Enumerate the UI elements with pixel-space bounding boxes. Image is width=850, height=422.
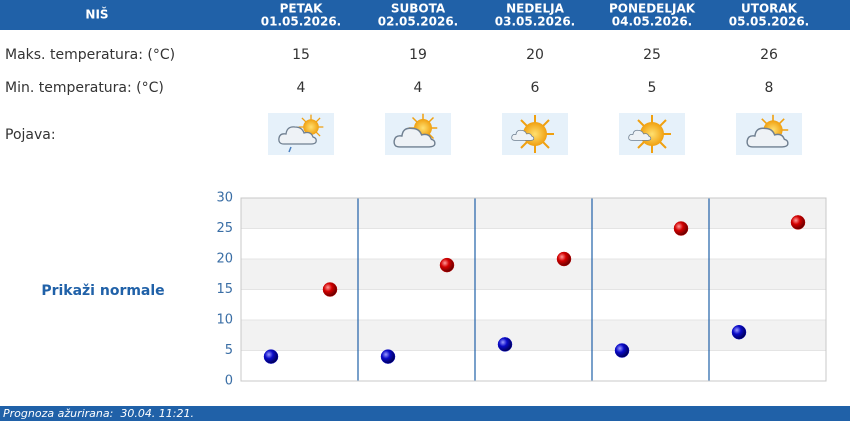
temperature: 4 <box>414 80 423 96</box>
y-tick-label: 25 <box>216 221 233 236</box>
day-name: SUBOTA <box>391 2 446 16</box>
temperature: 6 <box>531 80 540 96</box>
temperature: 26 <box>760 47 778 63</box>
temperature: 5 <box>648 80 657 96</box>
normals-link[interactable]: Prikaži normale <box>41 283 164 299</box>
day-date: 01.05.2026. <box>261 15 341 29</box>
row-label: Pojava: <box>5 127 56 143</box>
temperature: 25 <box>643 47 661 63</box>
weather-icons <box>268 113 802 155</box>
y-tick-label: 30 <box>216 191 233 206</box>
temperature-point <box>731 324 747 340</box>
temperature-point <box>497 337 513 352</box>
y-tick-label: 15 <box>216 282 233 297</box>
temperature-point <box>790 215 806 230</box>
day-date: 04.05.2026. <box>612 15 692 29</box>
temperature: 15 <box>292 47 310 63</box>
day-name: PETAK <box>280 2 324 16</box>
plot: 0 5 10 15 20 25 30 <box>216 191 827 389</box>
grid-band <box>241 320 826 351</box>
y-tick-label: 10 <box>216 313 233 328</box>
temperature-point <box>614 343 630 358</box>
day-name: NEDELJA <box>506 2 565 16</box>
plot-border <box>240 197 827 382</box>
footer-bar <box>0 406 850 421</box>
temperature-point <box>380 349 396 364</box>
row-label: Min. temperatura: (°C) <box>5 80 164 96</box>
temperature: 19 <box>409 47 427 63</box>
temperature: 8 <box>765 80 774 96</box>
temperature-point <box>439 257 455 273</box>
temperature-point <box>263 349 279 364</box>
y-tick-label: 20 <box>216 252 233 267</box>
day-name: UTORAK <box>741 2 798 16</box>
day-date: 03.05.2026. <box>495 15 575 29</box>
day-name: PONEDELJAK <box>609 2 696 16</box>
temperature-point <box>673 221 689 236</box>
y-tick-label: 5 <box>225 343 233 358</box>
footer: Prognoza ažurirana: 30.04. 11:21. <box>3 407 194 420</box>
y-tick-label: 0 <box>225 374 233 389</box>
temperature-point <box>556 251 572 267</box>
day-date: 05.05.2026. <box>729 15 809 29</box>
grid-band <box>241 198 826 229</box>
header-bar <box>0 0 850 30</box>
temperature: 20 <box>526 47 544 63</box>
temperature-point <box>322 282 338 297</box>
location: NIŠ <box>85 7 108 22</box>
row-label: Maks. temperatura: (°C) <box>5 47 175 63</box>
temperature: 4 <box>297 80 306 96</box>
day-date: 02.05.2026. <box>378 15 458 29</box>
grid-band <box>241 259 826 290</box>
